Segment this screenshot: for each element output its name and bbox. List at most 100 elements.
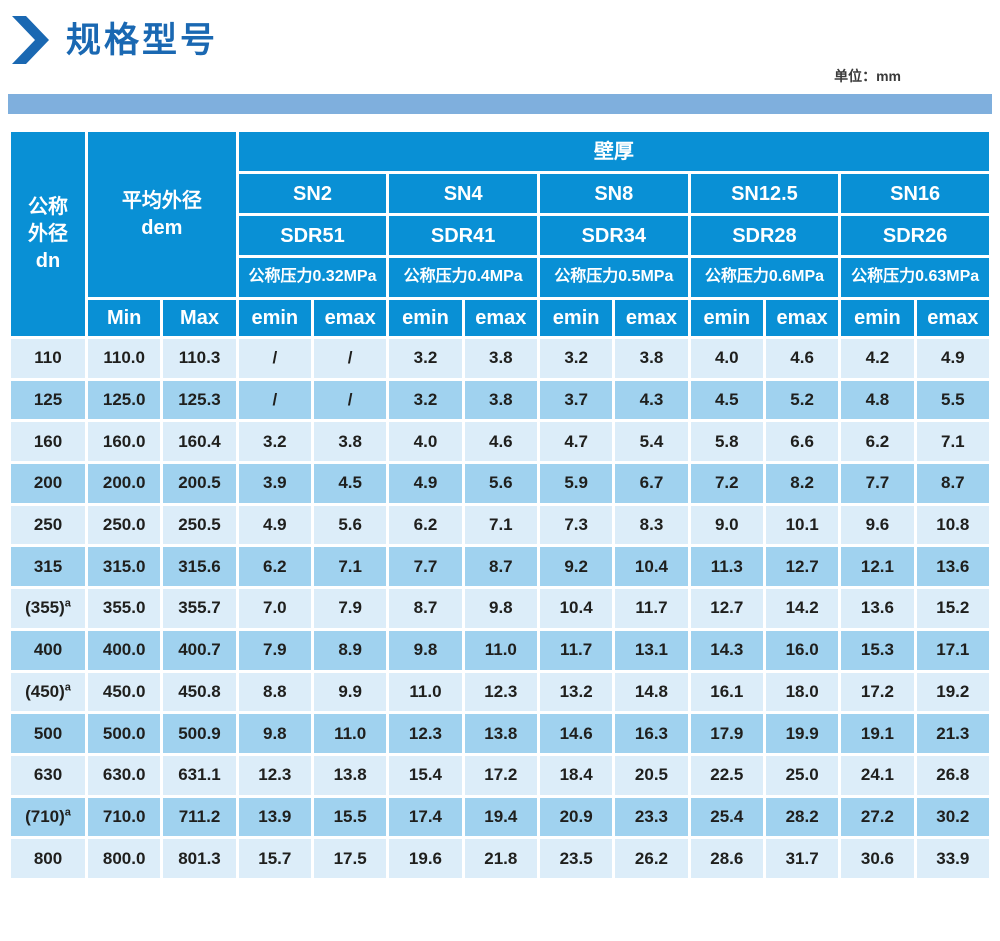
table-row: (710)a 710.0 711.2 13.9 15.5 17.4 19.4 20.9 23.3… [8,794,993,840]
value-cell: 3.2 [386,377,465,423]
header-dem: 平均外径 dem [85,129,239,300]
dn-cell: 400 [8,627,88,673]
table-row: 630 630.0 631.1 12.3 13.8 15.4 17.2 18.4 20.5 22.… [8,752,993,798]
max-cell: 315.6 [160,544,239,590]
header-emin: emin [536,297,616,339]
max-cell: 200.5 [160,461,239,506]
value-cell: 4.9 [235,502,314,548]
value-cell: 6.2 [838,419,917,465]
value-cell: 3.8 [461,336,540,381]
min-cell: 160.0 [84,419,164,465]
value-cell: 12.3 [386,711,465,756]
value-cell: 19.9 [762,711,842,756]
value-cell: 9.9 [310,669,390,715]
table-row: 160 160.0 160.4 3.2 3.8 4.0 4.6 4.7 5.4 5.8 6.6 6.2… [8,419,993,465]
value-cell: 21.8 [461,836,540,881]
sn-row: SN2 SN4 SN8 SN12.5 SN16 [10,171,992,216]
min-cell: 450.0 [84,669,164,715]
dn-cell: 125 [8,377,88,423]
header-emax: emax [913,297,993,339]
value-cell: 12.7 [687,586,766,631]
unit-label: 单位：mm [834,68,901,84]
header-dem-en: dem [141,216,183,239]
max-cell: 711.2 [160,794,239,840]
header-emax: emax [612,297,691,339]
value-cell: 3.8 [461,377,540,423]
header-sdr51: SDR51 [235,213,390,258]
sdr-row: SDR51 SDR41 SDR34 SDR28 SDR26 [10,213,992,258]
value-cell: 13.6 [913,544,993,590]
min-cell: 710.0 [84,794,164,840]
value-cell: 5.6 [310,502,390,548]
value-cell: / [235,336,314,381]
header-sn4: SN4 [386,171,540,216]
max-cell: 450.8 [160,669,239,715]
header-sdr28: SDR28 [687,213,842,258]
header-pressure-4: 公称压力0.6MPa [687,255,842,300]
header-max: Max [160,297,239,339]
value-cell: 5.8 [687,419,766,465]
value-cell: 12.3 [461,669,540,715]
max-cell: 801.3 [160,836,239,881]
value-cell: 19.1 [838,711,917,756]
header-sn2: SN2 [235,171,390,216]
min-cell: 110.0 [84,336,164,381]
spec-table: 公称外径 dn 平均外径 dem 壁厚 SN2 SN4 SN8 SN12.5 S… [8,129,993,881]
value-cell: 17.9 [687,711,766,756]
value-cell: 15.2 [913,586,993,631]
value-cell: 6.7 [612,461,691,506]
spec-table-body: 110 110.0 110.3//3.2 3.8 3.2 3.8 4.0 4.6 4.2 4.9 1… [8,336,993,881]
value-cell: 8.8 [235,669,314,715]
value-cell: 4.3 [612,377,691,423]
value-cell: 27.2 [838,794,917,840]
value-cell: 18.0 [762,669,842,715]
header-dn: 公称外径 dn [8,129,88,339]
divider-bar [8,94,992,114]
header-sdr41: SDR41 [386,213,540,258]
value-cell: 3.9 [235,461,314,506]
spec-table-header: 公称外径 dn 平均外径 dem 壁厚 SN2 SN4 SN8 SN12.5 S… [8,129,993,339]
header-dn-en: dn [35,249,61,272]
value-cell: 6.2 [235,544,314,590]
min-cell: 250.0 [84,502,164,548]
value-cell: 17.2 [838,669,917,715]
value-cell: 15.5 [310,794,390,840]
value-cell: 4.6 [762,336,842,381]
header-pressure-2: 公称压力0.4MPa [386,255,540,300]
header-emax: emax [461,297,540,339]
value-cell: 5.4 [612,419,691,465]
value-cell: 15.3 [838,627,917,673]
value-cell: 24.1 [838,752,917,798]
max-cell: 355.7 [160,586,239,631]
value-cell: / [235,377,314,423]
value-cell: 7.1 [913,419,993,465]
max-cell: 160.4 [160,419,239,465]
value-cell: 14.8 [612,669,691,715]
value-cell: 23.3 [612,794,691,840]
value-cell: 15.4 [386,752,465,798]
value-cell: 20.5 [612,752,691,798]
value-cell: 6.6 [762,419,842,465]
minmax-row: Min Max emin emax emin emax emin emax em… [10,297,993,339]
value-cell: 13.2 [536,669,616,715]
value-cell: 15.7 [235,836,314,881]
value-cell: 13.8 [310,752,390,798]
value-cell: 5.2 [762,377,842,423]
value-cell: 8.9 [310,627,390,673]
header-emin: emin [235,297,314,339]
header-sdr34: SDR34 [536,213,691,258]
value-cell: 26.8 [913,752,993,798]
value-cell: 25.0 [762,752,842,798]
value-cell: 21.3 [913,711,993,756]
value-cell: 7.1 [461,502,540,548]
value-cell: 25.4 [687,794,766,840]
page-title: 规格型号 [66,20,219,60]
value-cell: 9.2 [536,544,616,590]
value-cell: 8.7 [913,461,993,506]
min-cell: 400.0 [84,627,164,673]
section-header: 规格型号 [0,0,1000,64]
value-cell: 8.2 [762,461,842,506]
value-cell: 7.3 [536,502,616,548]
value-cell: 5.5 [913,377,993,423]
table-row: 125 125.0 125.3//3.2 3.8 3.7 4.3 4.5 5.2 4.8 5.5 [8,377,993,423]
